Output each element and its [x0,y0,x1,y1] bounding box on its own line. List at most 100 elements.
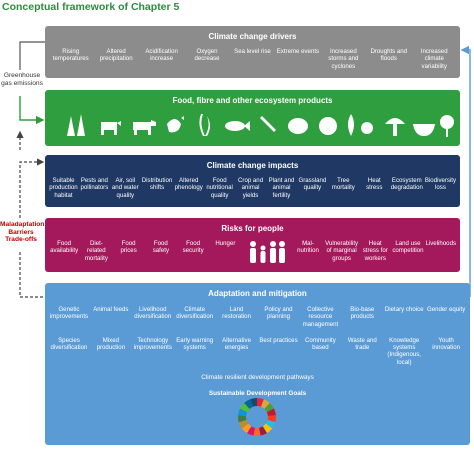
item: Extreme events [276,48,320,55]
item: Climate diversification [176,306,214,321]
item: Oxygen decrease [194,48,220,63]
item: Community based [304,336,336,352]
item: Ecosystem degradation [390,177,423,192]
feedback-arrow [460,45,471,297]
item: Food safety [152,240,169,255]
item: Pests and pollinators [80,177,109,192]
item: Food prices [120,240,137,255]
item: Altered precipitation [99,48,133,63]
title: Conceptual framework of Chapter 5 [2,1,180,13]
item: Bio-base products [350,306,375,321]
item: Heat stress [366,177,383,192]
sdg-wheel [238,398,276,436]
sdg-segment [244,399,254,409]
item: Grassland quality [298,177,327,192]
sdg-segment [238,415,247,423]
item: Animal feeds [93,306,129,313]
item: Technology improvements [133,336,172,352]
side-label: Trade-offs [5,236,37,244]
food-icons [67,112,454,137]
item: Dietary choice [384,306,424,313]
item: Rising temperatures [52,48,89,63]
risks-box: Risks for people Food availability Diet-re… [45,218,460,272]
item: Biodiversity loss [424,177,457,192]
box-header: Food, fibre and other ecosystem products [172,96,333,105]
item: Best practices [259,336,298,344]
sdg-segment [257,398,264,407]
dashed-arrow [19,158,45,218]
sdg-segment [238,420,249,429]
sdg-segment [250,398,257,407]
sdg-segment [266,408,276,416]
ghg-arrow [19,96,45,125]
people-icon [242,240,292,266]
sdg-segment [260,399,270,409]
drivers-box: Climate change drivers Rising temperature… [45,26,460,78]
item: Food security [182,240,204,255]
item: Land restoration [222,306,251,321]
impacts-box: Climate change impacts Suitable productio… [45,155,460,207]
ghg-line [19,41,45,70]
item: Suitable production habitat [49,177,78,199]
item: Youth innovation [432,336,460,352]
item: Collective resource management [302,306,339,328]
item: Hunger [215,240,236,247]
item: Waste and trade [347,336,377,352]
sdg-segment [265,420,276,429]
item: Policy and planning [264,306,293,321]
item: Vulnerability of marginal groups [325,240,359,262]
item: Increased climate variability [420,48,448,70]
item: Early warning systems [176,336,214,352]
item: Heat stress for workers [362,240,388,262]
sdg-segment [246,426,255,436]
food-box: Food, fibre and other ecosystem products [45,90,460,146]
item: Land use competition [392,240,424,255]
item: Livelihood diversification [134,306,172,321]
item-row: Suitable production habitat Pests and pol… [45,177,460,199]
item-row: Rising temperatures Altered precipitation… [45,48,460,70]
box-header: Climate change drivers [208,32,297,41]
item: Altered phenology [174,177,203,192]
sdg-segment [262,423,273,434]
item: Diet-related mortality [84,240,108,262]
item: Distribution shifts [141,177,173,192]
sdg-segment [259,426,268,436]
people [249,241,285,263]
ghg-label: Greenhouse gas emissions [1,72,43,87]
item: Acidification increase [145,48,178,63]
item: Droughts and floods [370,48,408,63]
dashed-line [19,252,43,298]
item: Plant and animal fertility [268,177,295,199]
item: Food availability [50,240,79,255]
sdg-segment [238,408,248,416]
item-row: Food availability Diet-related mortality F… [45,240,460,266]
sdg-segment [264,402,275,413]
item: Increased storms and cyclones [328,48,359,70]
item: Mixed production [96,336,126,352]
box-header: Climate change impacts [206,161,299,170]
sdg-segment [239,402,250,413]
sdg-segment [267,415,276,423]
item: Livelihoods [425,240,457,247]
pathways: Climate resilient development pathways [201,374,314,382]
item: Alternative energies [222,336,251,352]
item: Sea level rise [234,48,271,55]
side-label: Maladaptation [0,221,45,228]
item: Tree mortality [331,177,355,192]
sdg-segment [241,423,252,434]
item: Knowledge systems (Indigenous, local) [387,336,421,366]
item: Genetic improvements [49,306,89,321]
item: Air, soil and water quality [111,177,139,199]
item: Food nutritional quality [206,177,233,199]
box-header: Risks for people [221,224,284,233]
box-header: Adaptation and mitigation [208,289,307,298]
item: Species diversification [50,336,88,352]
side-label: Barriers [8,228,34,236]
item: Mal-nutrition [297,240,319,255]
adaptation-box: Adaptation and mitigation Genetic improv… [45,283,470,445]
sdg-segment [253,427,261,436]
item: Crop and animal yields [238,177,264,199]
sdg-title: Sustainable Development Goals [208,390,307,398]
